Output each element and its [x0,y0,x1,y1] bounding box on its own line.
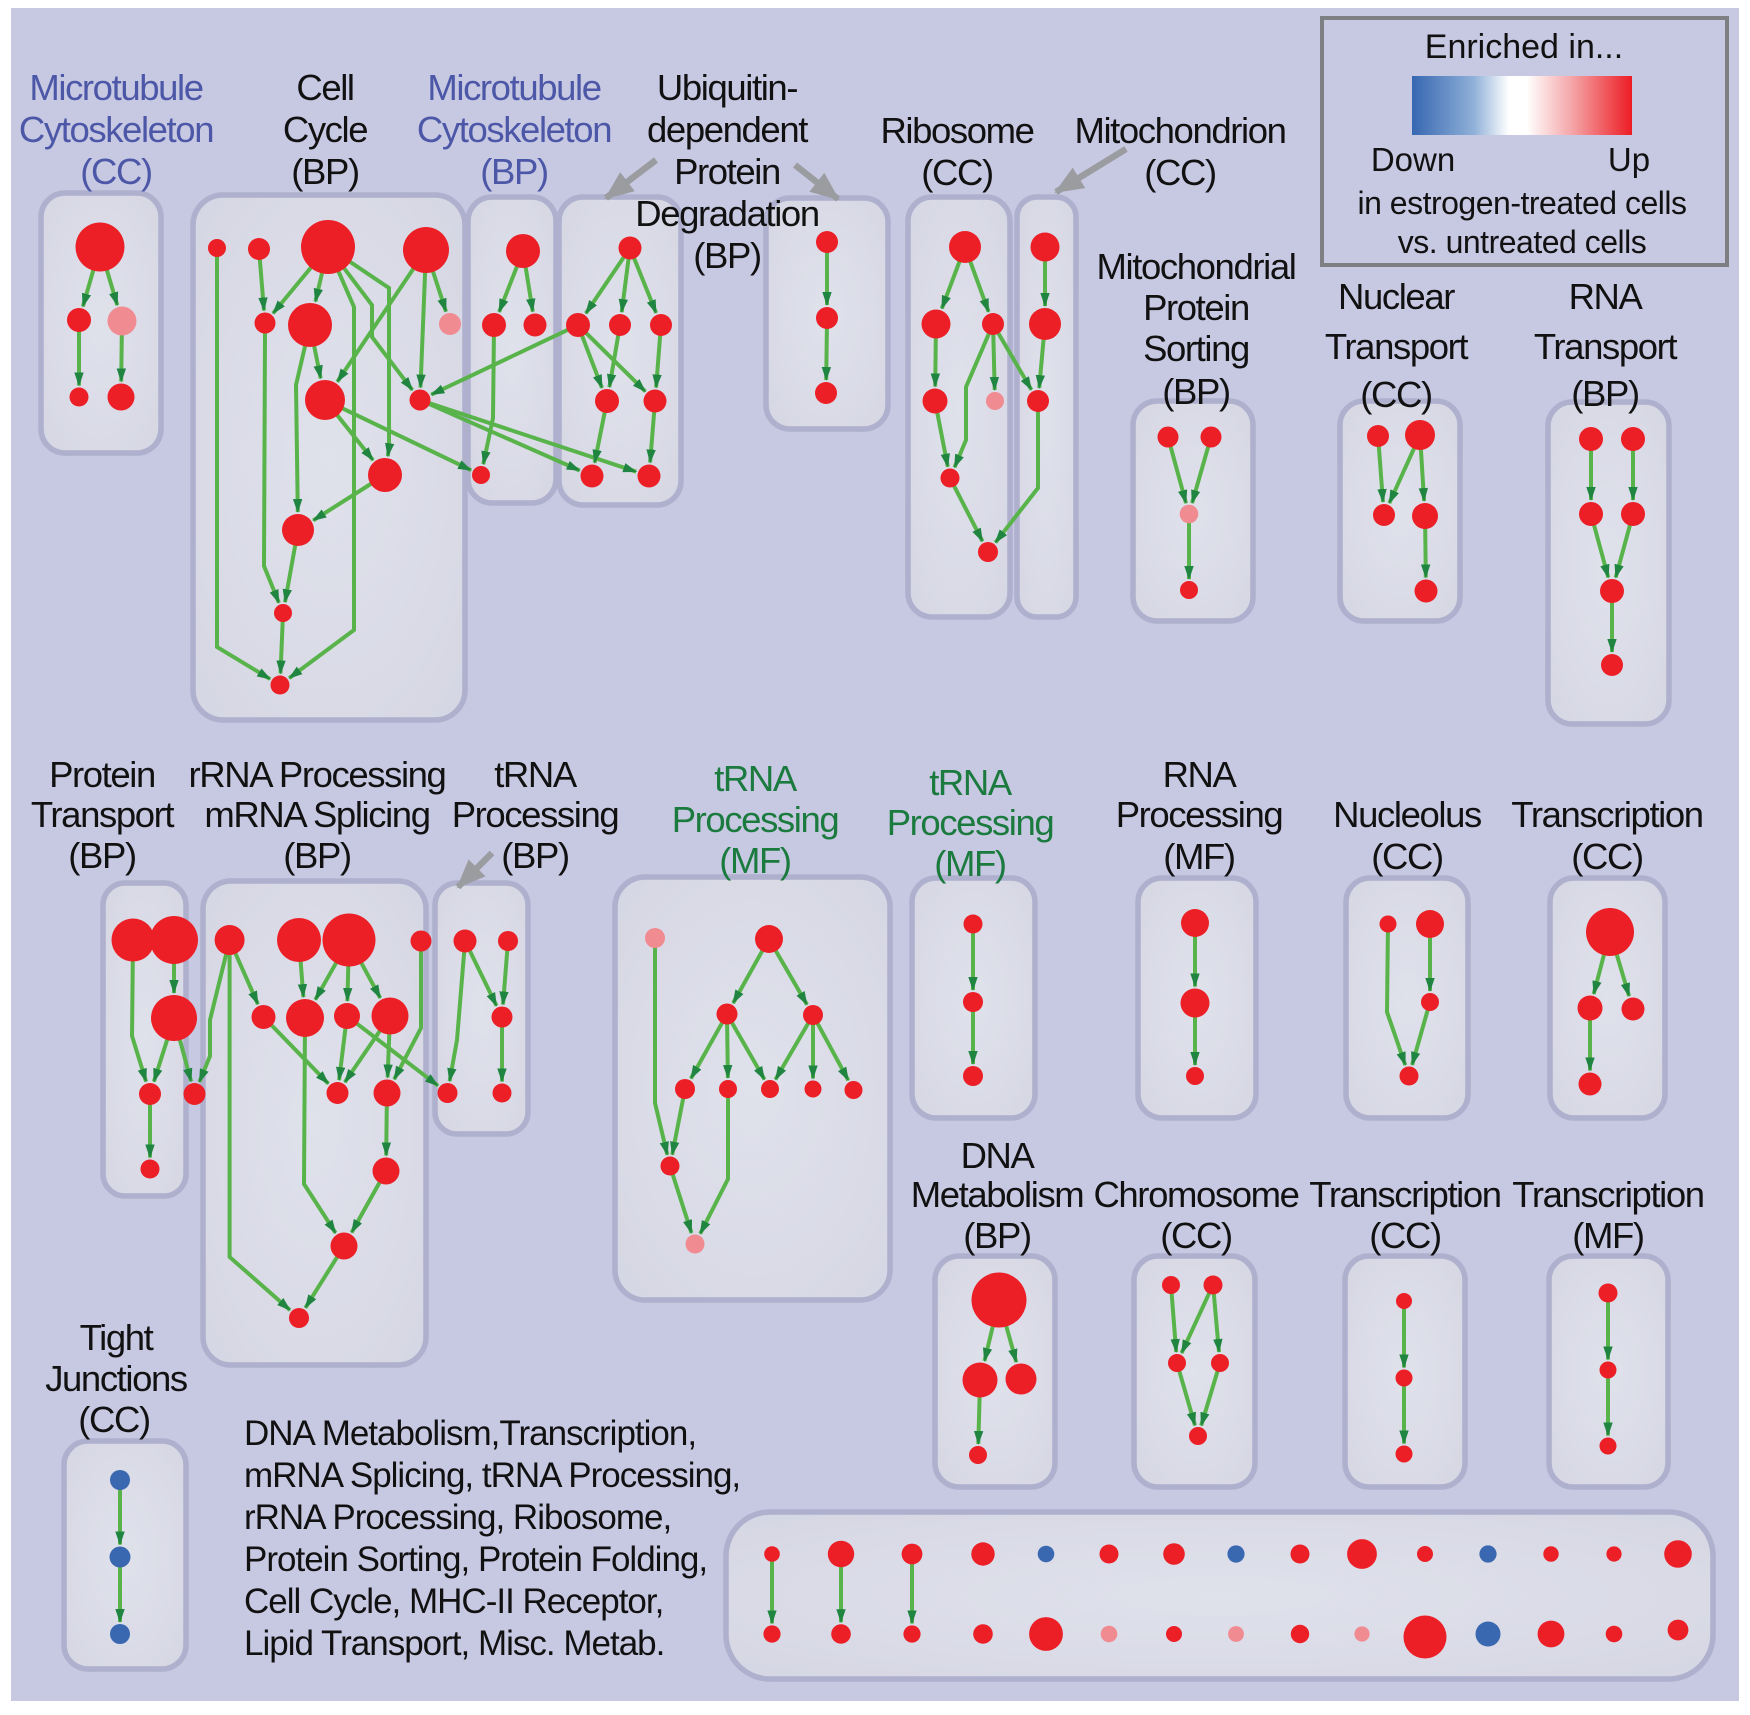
svg-text:Metabolism: Metabolism [911,1174,1084,1215]
svg-text:(CC): (CC) [78,1399,149,1440]
svg-text:Cytoskeleton: Cytoskeleton [417,109,611,150]
svg-text:Protein: Protein [1143,287,1249,328]
svg-text:Ubiquitin-: Ubiquitin- [657,67,797,108]
svg-text:(BP): (BP) [480,151,547,192]
svg-text:mRNA Splicing: mRNA Splicing [204,794,429,835]
svg-text:(CC): (CC) [80,151,151,192]
svg-text:Protein Sorting, Protein Foldi: Protein Sorting, Protein Folding, [244,1540,707,1579]
svg-text:tRNA: tRNA [494,754,578,795]
svg-text:Down: Down [1371,141,1455,178]
svg-text:tRNA: tRNA [929,762,1013,803]
svg-text:Cell: Cell [296,67,353,108]
svg-text:(CC): (CC) [1160,1215,1231,1256]
svg-text:(MF): (MF) [934,843,1005,884]
svg-text:Transport: Transport [1325,326,1468,367]
svg-text:Transport: Transport [31,794,174,835]
svg-text:Chromosome: Chromosome [1093,1174,1298,1215]
svg-text:Ribosome: Ribosome [880,110,1033,151]
svg-text:DNA: DNA [961,1135,1036,1176]
svg-text:Mitochondrion: Mitochondrion [1074,110,1285,151]
svg-text:Transcription: Transcription [1512,1174,1703,1215]
svg-text:Nucleolus: Nucleolus [1333,794,1481,835]
svg-text:mRNA Splicing, tRNA Processing: mRNA Splicing, tRNA Processing, [244,1456,740,1495]
svg-text:Processing: Processing [1116,794,1283,835]
svg-text:(CC): (CC) [921,152,992,193]
svg-text:dependent: dependent [647,109,808,150]
svg-text:Cycle: Cycle [283,109,367,150]
svg-text:(CC): (CC) [1360,374,1431,415]
svg-text:RNA: RNA [1163,754,1238,795]
svg-text:Microtubule: Microtubule [427,67,600,108]
svg-text:Lipid Transport, Misc. Metab.: Lipid Transport, Misc. Metab. [244,1624,664,1663]
svg-text:(CC): (CC) [1371,836,1442,877]
svg-text:Enriched in...: Enriched in... [1425,28,1623,66]
svg-text:Cell Cycle, MHC-II Receptor,: Cell Cycle, MHC-II Receptor, [244,1582,663,1621]
svg-text:(BP): (BP) [68,835,135,876]
svg-text:(BP): (BP) [283,835,350,876]
svg-text:(CC): (CC) [1144,152,1215,193]
svg-text:(BP): (BP) [501,835,568,876]
svg-text:Transcription: Transcription [1309,1174,1500,1215]
svg-text:Cytoskeleton: Cytoskeleton [19,109,213,150]
svg-text:Nuclear: Nuclear [1338,276,1455,317]
svg-text:Protein: Protein [49,754,155,795]
svg-text:(CC): (CC) [1369,1215,1440,1256]
svg-text:in estrogen-treated cells: in estrogen-treated cells [1357,185,1686,221]
svg-text:(BP): (BP) [291,151,358,192]
svg-text:(BP): (BP) [1162,371,1229,412]
svg-text:Processing: Processing [452,794,619,835]
svg-text:Junctions: Junctions [45,1358,187,1399]
svg-text:Sorting: Sorting [1143,328,1249,369]
svg-text:Protein: Protein [674,151,780,192]
svg-text:(MF): (MF) [719,840,790,881]
svg-text:Degradation: Degradation [635,193,818,234]
svg-text:tRNA: tRNA [714,758,798,799]
svg-text:Processing: Processing [672,799,839,840]
svg-text:Mitochondrial: Mitochondrial [1097,246,1296,287]
svg-text:vs. untreated cells: vs. untreated cells [1398,224,1646,260]
svg-text:(MF): (MF) [1572,1215,1643,1256]
svg-text:(MF): (MF) [1163,836,1234,877]
svg-text:(BP): (BP) [693,235,760,276]
svg-text:(BP): (BP) [1571,373,1638,414]
svg-text:RNA: RNA [1569,276,1644,317]
svg-text:Tight: Tight [80,1317,154,1358]
svg-text:Transport: Transport [1534,326,1677,367]
svg-text:Processing: Processing [887,802,1054,843]
svg-text:Up: Up [1608,141,1650,178]
svg-text:DNA Metabolism,Transcription,: DNA Metabolism,Transcription, [244,1414,696,1453]
svg-text:Microtubule: Microtubule [29,67,202,108]
svg-text:(CC): (CC) [1571,836,1642,877]
svg-text:rRNA Processing, Ribosome,: rRNA Processing, Ribosome, [244,1498,671,1537]
svg-text:Transcription: Transcription [1511,794,1702,835]
svg-text:(BP): (BP) [963,1215,1030,1256]
svg-text:rRNA Processing: rRNA Processing [189,754,446,795]
